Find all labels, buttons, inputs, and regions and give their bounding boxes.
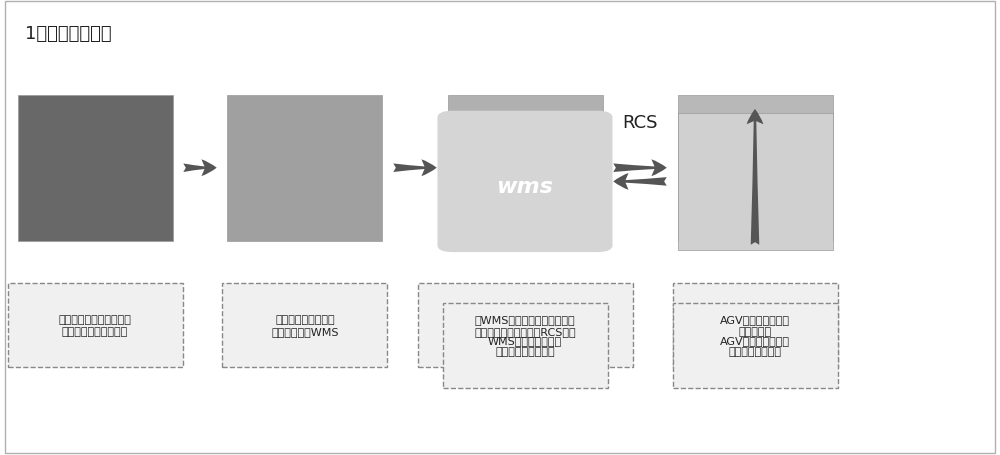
Ellipse shape: [530, 148, 597, 175]
Text: RCS: RCS: [622, 114, 658, 132]
FancyBboxPatch shape: [227, 96, 382, 241]
Ellipse shape: [479, 143, 571, 180]
FancyBboxPatch shape: [672, 304, 838, 388]
Ellipse shape: [448, 147, 524, 176]
FancyBboxPatch shape: [5, 2, 995, 453]
Text: AGV到缓存点取料执
行搞运任务: AGV到缓存点取料执 行搞运任务: [720, 314, 790, 336]
FancyBboxPatch shape: [438, 111, 612, 253]
FancyBboxPatch shape: [678, 114, 832, 250]
FancyBboxPatch shape: [448, 96, 602, 241]
FancyBboxPatch shape: [442, 304, 608, 388]
Text: AGV将原料搞运至入
库放置在相应货架: AGV将原料搞运至入 库放置在相应货架: [720, 335, 790, 357]
FancyBboxPatch shape: [418, 283, 633, 368]
FancyBboxPatch shape: [18, 96, 173, 241]
Text: 入库物料来料，人工控制
叉车搞运至辊筒线放置: 入库物料来料，人工控制 叉车搞运至辊筒线放置: [59, 314, 131, 336]
FancyBboxPatch shape: [222, 283, 387, 368]
FancyBboxPatch shape: [672, 283, 838, 368]
Text: 1、物料入库搞运: 1、物料入库搞运: [25, 25, 112, 43]
Text: wms: wms: [497, 177, 553, 197]
FancyBboxPatch shape: [678, 96, 832, 241]
FancyBboxPatch shape: [8, 283, 182, 368]
Text: WMS接收物料，自动
入库，更新库位信息: WMS接收物料，自动 入库，更新库位信息: [488, 335, 562, 357]
Text: ，WMS接收并处理物料信息，
同时将搞运需求发送至RCS系统: ，WMS接收并处理物料信息， 同时将搞运需求发送至RCS系统: [474, 314, 576, 336]
Text: 人工扫码录入入库物
料信息发送至WMS: 人工扫码录入入库物 料信息发送至WMS: [271, 314, 339, 336]
